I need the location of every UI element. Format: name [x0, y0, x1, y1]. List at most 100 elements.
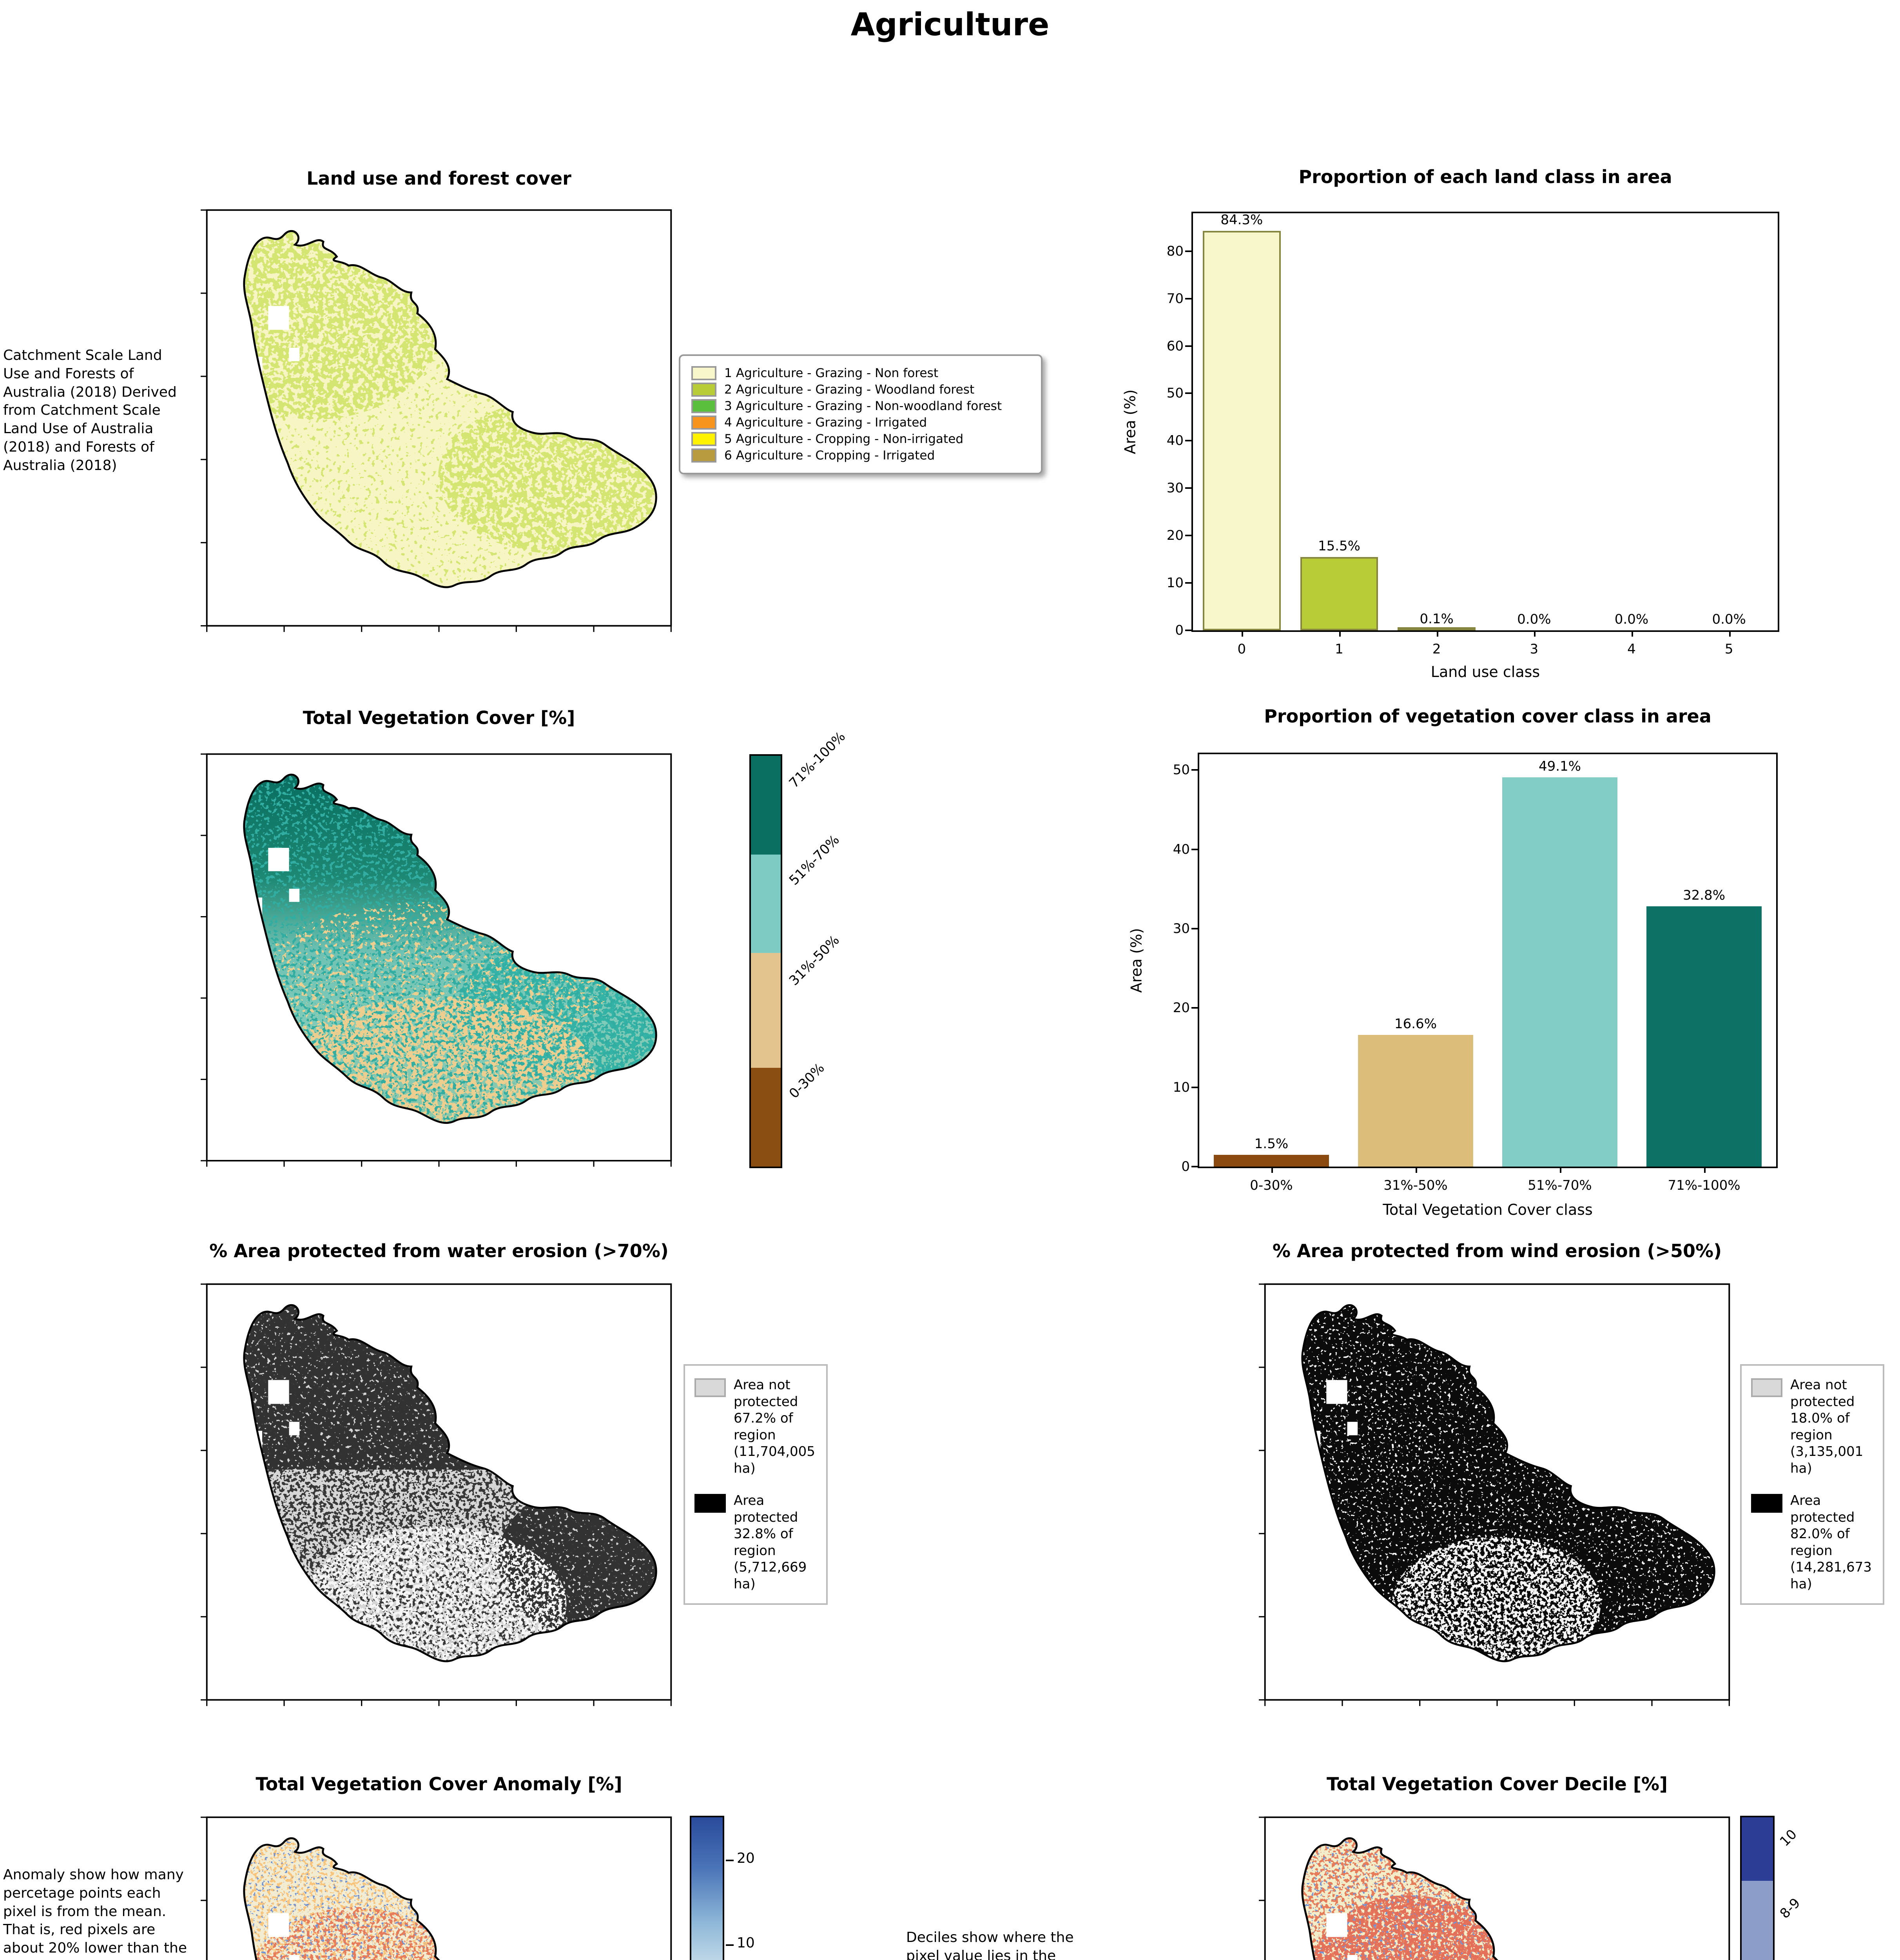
y-axis-ticks: 0 10 20 30 40 50 60 70 80	[1167, 213, 1778, 638]
legend-swatch	[691, 399, 716, 413]
bar-value-label: 84.3%	[1220, 212, 1263, 228]
legend-item: Area protected 32.8% of region (5,712,66…	[694, 1492, 817, 1592]
colorbar-label: 10	[1777, 1826, 1800, 1850]
legend-item: 2 Agriculture - Grazing - Woodland fores…	[691, 383, 1030, 397]
land-class-chart: Proportion of each land class in area Ar…	[1116, 166, 1800, 691]
legend-item: Area not protected 67.2% of region (11,7…	[694, 1377, 817, 1477]
legend-swatch	[691, 432, 716, 446]
bar-value-label: 0.1%	[1420, 611, 1454, 627]
y-axis-ticks: 0 10 20 30 40 50	[1173, 754, 1776, 1174]
colorbar-segment	[1742, 1881, 1773, 1960]
colorbar-label: 31%-50%	[786, 932, 843, 989]
page-title: Agriculture	[850, 6, 1050, 43]
legend-swatch	[694, 1494, 726, 1513]
legend-label: Area not protected 18.0% of region (3,13…	[1790, 1377, 1864, 1476]
veg-cover-map-title: Total Vegetation Cover [%]	[303, 707, 575, 728]
veg-cover-chart: Proportion of vegetation cover class in …	[1116, 706, 1800, 1231]
colorbar-label: 0-30%	[786, 1060, 828, 1102]
y-tick-label: 0	[1137, 1157, 1199, 1176]
bar-value-label: 16.6%	[1394, 1016, 1437, 1032]
bar	[1358, 1035, 1474, 1167]
legend-swatch	[691, 366, 716, 380]
bar	[1213, 1154, 1329, 1167]
legend-swatch	[1751, 1494, 1782, 1513]
x-axis-label: Total Vegetation Cover class	[1383, 1201, 1593, 1218]
legend-label: Area protected 32.8% of region (5,712,66…	[734, 1493, 807, 1592]
decile-colorbar: 10 8-9 4-7 2-3 1	[1740, 1816, 1803, 1960]
y-tick-label: 40	[1137, 840, 1199, 859]
y-tick-label: 40	[1130, 431, 1193, 450]
anomaly-note: Anomaly show how many percetage points e…	[3, 1867, 187, 1960]
bar-value-label: 0.0%	[1712, 612, 1746, 627]
decile-map-title: Total Vegetation Cover Decile [%]	[1326, 1773, 1668, 1795]
x-axis-label: Land use class	[1430, 663, 1540, 681]
legend-item: 1 Agriculture - Grazing - Non forest	[691, 366, 1030, 380]
x-tick-label: 5	[1680, 630, 1778, 657]
legend-item: Area protected 82.0% of region (14,281,6…	[1751, 1492, 1873, 1592]
y-tick-label: 10	[1137, 1078, 1199, 1097]
y-tick-label: 0	[1130, 621, 1193, 640]
decile-map	[1259, 1816, 1730, 1960]
bar-value-label: 49.1%	[1538, 758, 1581, 774]
legend-label: 2 Agriculture - Grazing - Woodland fores…	[724, 383, 975, 397]
colorbar-segment	[751, 756, 781, 855]
wind-erosion-legend: Area not protected 18.0% of region (3,13…	[1740, 1364, 1884, 1605]
x-tick-label: 1	[1291, 630, 1388, 657]
bar	[1202, 230, 1281, 630]
chart-title: Proportion of vegetation cover class in …	[1264, 706, 1711, 727]
colorbar-segment	[1742, 1817, 1773, 1881]
legend-swatch	[691, 448, 716, 463]
y-tick-label: 80	[1130, 242, 1193, 261]
y-tick-label: 70	[1130, 289, 1193, 308]
land-use-map-title: Land use and forest cover	[306, 168, 571, 189]
legend-label: 1 Agriculture - Grazing - Non forest	[724, 366, 939, 380]
x-tick-label: 51%-70%	[1488, 1167, 1632, 1193]
bar	[1646, 906, 1762, 1167]
colorbar-segment	[751, 1068, 781, 1167]
bar-value-label: 0.0%	[1614, 612, 1649, 627]
y-axis-label: Area (%)	[1128, 928, 1146, 993]
plot-area: 0 10 20 30 40 50 60 70 80 84.3% 0 15.5% 1 0.1% 2 0.0% 3…	[1167, 212, 1779, 657]
legend-item: Area not protected 18.0% of region (3,13…	[1751, 1377, 1873, 1477]
legend-item: 3 Agriculture - Grazing - Non-woodland f…	[691, 399, 1030, 413]
y-axis-label: Area (%)	[1122, 389, 1139, 454]
bar	[1502, 777, 1618, 1167]
legend-label: 4 Agriculture - Grazing - Irrigated	[724, 416, 927, 430]
land-use-legend: 1 Agriculture - Grazing - Non forest 2 A…	[679, 354, 1042, 474]
legend-label: Area not protected 67.2% of region (11,7…	[734, 1377, 815, 1476]
colorbar-label: 71%-100%	[786, 729, 848, 791]
veg-cover-colorbar: 71%-100% 51%-70% 31%-50% 0-30%	[749, 729, 848, 1168]
map-ticks	[201, 753, 672, 1167]
x-tick-label: 31%-50%	[1343, 1167, 1488, 1193]
map-ticks	[201, 209, 672, 632]
colorbar-tick: 10	[725, 1935, 755, 1951]
plot-area: 0 10 20 30 40 50 1.5% 0-30% 16.6% 31%-50% 49.1% 51…	[1173, 753, 1778, 1193]
colorbar-label: 51%-70%	[786, 832, 843, 889]
land-use-note: Catchment Scale Land Use and Forests of …	[3, 347, 177, 474]
bar	[1398, 627, 1476, 630]
colorbar-label: 8-9	[1777, 1895, 1804, 1922]
map-ticks	[1259, 1817, 1265, 1901]
legend-item: 6 Agriculture - Cropping - Irrigated	[691, 448, 1030, 463]
legend-swatch	[691, 416, 716, 430]
y-tick-label: 30	[1137, 919, 1199, 938]
x-tick-label: 4	[1583, 630, 1681, 657]
legend-item: 5 Agriculture - Cropping - Non-irrigated	[691, 432, 1030, 446]
x-tick-label: 3	[1485, 630, 1583, 657]
anomaly-colorbar: 20 10 0 −10 −20	[690, 1816, 755, 1960]
wind-erosion-map-title: % Area protected from wind erosion (>50%…	[1272, 1240, 1722, 1261]
map-ticks	[201, 1283, 672, 1706]
y-tick-label: 20	[1137, 998, 1199, 1017]
veg-cover-map	[201, 753, 672, 1167]
bar-value-label: 0.0%	[1517, 612, 1551, 627]
legend-label: Area protected 82.0% of region (14,281,6…	[1790, 1493, 1872, 1592]
y-tick-label: 10	[1130, 573, 1193, 592]
colorbar-segment	[751, 854, 781, 953]
y-tick-label: 50	[1130, 384, 1193, 403]
legend-label: 3 Agriculture - Grazing - Non-woodland f…	[724, 399, 1002, 413]
y-tick-label: 20	[1130, 526, 1193, 545]
colorbar-tick: 20	[725, 1850, 755, 1866]
legend-item: 4 Agriculture - Grazing - Irrigated	[691, 416, 1030, 430]
y-tick-label: 60	[1130, 337, 1193, 356]
legend-swatch	[691, 383, 716, 397]
